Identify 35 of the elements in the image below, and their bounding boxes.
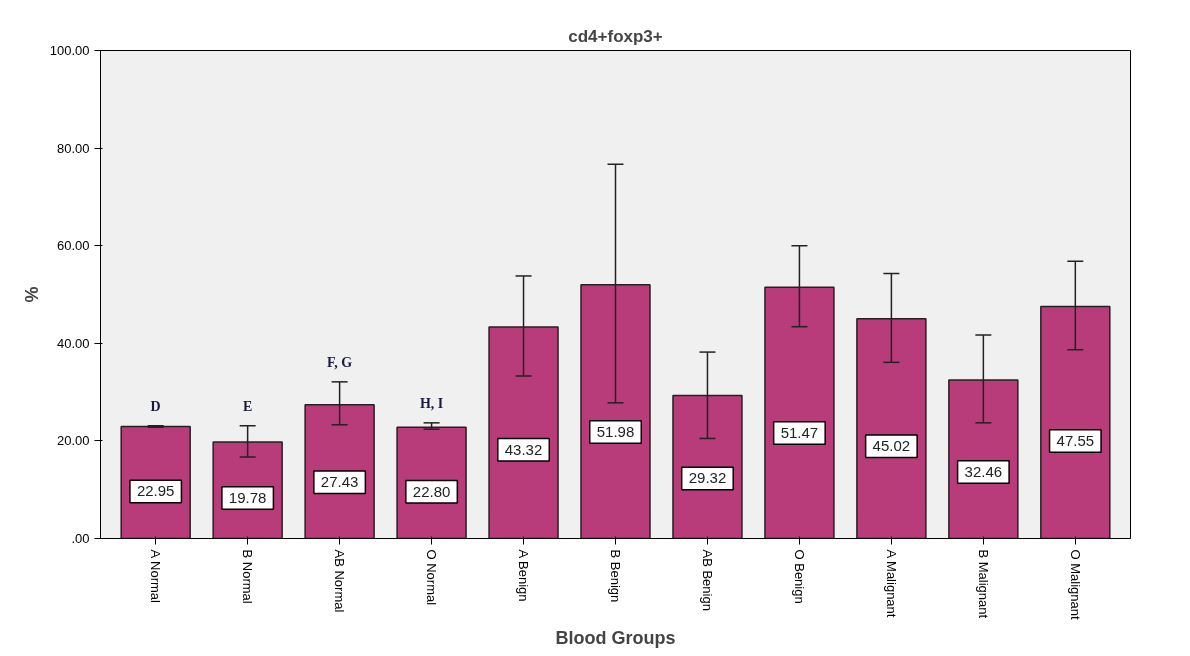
x-tick-label: A Malignant	[883, 549, 899, 618]
annotation: E	[242, 398, 253, 414]
data-label: 22.95	[136, 482, 175, 500]
y-axis-title: %	[21, 286, 42, 303]
annotation: D	[150, 398, 161, 414]
y-tick-label: 80.00	[56, 140, 90, 156]
y-tick-label: 100.00	[49, 43, 90, 58]
x-tick-label: O Malignant	[1067, 549, 1083, 620]
y-tick-label: .00	[71, 531, 90, 546]
y-tick-label: 20.00	[56, 433, 90, 449]
x-tick-label: O Benign	[791, 549, 807, 604]
x-tick-label: B Malignant	[975, 549, 991, 619]
data-label: 19.78	[228, 488, 267, 506]
y-tick-label: 60.00	[56, 238, 90, 254]
x-tick-label: A Benign	[516, 549, 532, 602]
x-tick-label: AB Normal	[332, 549, 348, 613]
x-tick-label: AB Benign	[699, 549, 715, 611]
x-tick-label: A Normal	[148, 549, 164, 604]
x-axis-title: Blood Groups	[555, 627, 676, 648]
data-label: 32.46	[964, 462, 1003, 480]
data-label: 43.32	[504, 440, 543, 458]
annotation: F, G	[327, 354, 353, 370]
x-tick-label: B Benign	[608, 549, 623, 603]
data-label: 45.02	[872, 437, 911, 455]
data-label: 22.80	[412, 482, 451, 500]
data-label: 47.55	[1056, 432, 1095, 450]
data-label: 51.98	[596, 422, 635, 440]
x-tick-label: O Normal	[424, 549, 440, 606]
data-label: 27.43	[320, 473, 359, 491]
chart-title: cd4+foxp3+	[568, 26, 663, 46]
data-label: 51.47	[780, 424, 819, 442]
annotation: H, I	[419, 395, 444, 411]
y-tick-label: 40.00	[56, 335, 90, 351]
x-tick-label: B Normal	[240, 549, 256, 604]
data-label: 29.32	[688, 469, 727, 487]
